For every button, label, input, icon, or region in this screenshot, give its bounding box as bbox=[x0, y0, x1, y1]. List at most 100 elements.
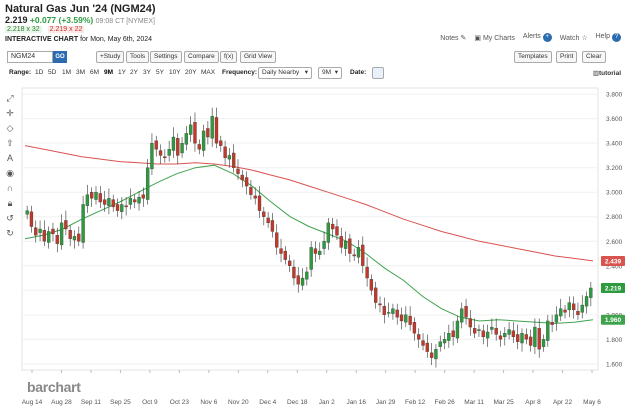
candle bbox=[524, 334, 528, 340]
candle bbox=[498, 335, 503, 340]
period-select[interactable]: 9M ▾ bbox=[318, 67, 342, 79]
candle bbox=[537, 328, 541, 350]
range-max[interactable]: MAX bbox=[201, 69, 216, 76]
candle bbox=[223, 146, 227, 159]
range-6m[interactable]: 6M bbox=[90, 69, 100, 76]
settings-button[interactable]: Settings bbox=[150, 51, 182, 63]
grid-view-button[interactable]: Grid View bbox=[240, 51, 277, 63]
line-tool-icon[interactable]: ⤢ bbox=[6, 93, 14, 103]
candle bbox=[331, 223, 335, 230]
tools-button[interactable]: Tools bbox=[126, 51, 150, 63]
range-5d[interactable]: 5D bbox=[48, 69, 57, 76]
candle bbox=[417, 334, 421, 340]
calendar-icon[interactable] bbox=[372, 67, 384, 79]
x-tick-label: Feb 12 bbox=[405, 399, 426, 406]
x-tick-label: Nov 20 bbox=[228, 399, 249, 406]
symbol-input[interactable]: NGM24 bbox=[7, 51, 53, 63]
candle bbox=[451, 330, 455, 338]
frequency-select[interactable]: Daily Nearby ▾ bbox=[258, 67, 312, 79]
candle bbox=[305, 271, 309, 280]
candle bbox=[51, 228, 55, 235]
range-5y[interactable]: 5Y bbox=[156, 69, 164, 76]
y-tick-label: 1.800 bbox=[606, 337, 623, 344]
fx-button[interactable]: f(x) bbox=[220, 51, 238, 63]
candle bbox=[563, 309, 567, 313]
range-1m[interactable]: 1M bbox=[62, 69, 72, 76]
candle bbox=[576, 310, 580, 315]
candle bbox=[94, 192, 98, 200]
candle bbox=[438, 341, 442, 347]
x-tick-label: Feb 26 bbox=[435, 399, 456, 406]
ask-value: 2.219 x 22 bbox=[47, 26, 85, 33]
chart-label-date: for Mon, May 6th, 2024 bbox=[80, 36, 153, 43]
lock-tool-icon[interactable]: 🔒︎ bbox=[7, 198, 13, 208]
candle bbox=[421, 340, 425, 346]
clear-button[interactable]: Clear bbox=[582, 51, 606, 63]
candle bbox=[38, 228, 42, 233]
range-3y[interactable]: 3Y bbox=[143, 69, 151, 76]
candle bbox=[232, 152, 236, 168]
y-tick-label: 2.400 bbox=[606, 263, 623, 270]
range-9m[interactable]: 9M bbox=[104, 69, 114, 76]
x-tick-label: Aug 14 bbox=[22, 399, 43, 406]
help-link[interactable]: Help? bbox=[596, 33, 621, 42]
candle bbox=[236, 168, 240, 174]
arrow-tool-icon[interactable]: ⇧ bbox=[6, 138, 14, 148]
ma-fast-value-label-bg bbox=[601, 314, 625, 325]
candle bbox=[167, 149, 171, 156]
magnet-tool-icon[interactable]: ∩ bbox=[6, 183, 14, 193]
range-1d[interactable]: 1D bbox=[35, 69, 44, 76]
my-charts-link[interactable]: ▣ My Charts bbox=[474, 34, 515, 42]
notes-link[interactable]: Notes ✎ bbox=[440, 34, 467, 42]
range-10y[interactable]: 10Y bbox=[169, 69, 181, 76]
tutorial-link[interactable]: ▥tutorial bbox=[592, 70, 621, 77]
alerts-link[interactable]: Alerts + bbox=[523, 33, 552, 42]
redo-icon[interactable]: ↻ bbox=[6, 228, 14, 238]
go-button[interactable]: GO bbox=[53, 51, 67, 63]
candle bbox=[374, 287, 378, 303]
range-label: Range: bbox=[9, 69, 32, 76]
x-tick-label: Sep 25 bbox=[110, 399, 131, 406]
templates-button[interactable]: Templates bbox=[514, 51, 552, 63]
candle bbox=[270, 220, 275, 232]
candle bbox=[468, 318, 473, 328]
candle bbox=[356, 247, 361, 258]
candle bbox=[287, 260, 292, 266]
range-20y[interactable]: 20Y bbox=[185, 69, 197, 76]
crosshair-tool-icon[interactable]: ✛ bbox=[6, 108, 14, 118]
y-tick-label: 3.800 bbox=[606, 92, 623, 99]
candle bbox=[145, 167, 150, 200]
shape-tool-icon[interactable]: ◇ bbox=[6, 123, 14, 133]
candle bbox=[120, 204, 124, 212]
range-1y[interactable]: 1Y bbox=[118, 69, 126, 76]
candle bbox=[244, 177, 249, 187]
candle bbox=[343, 241, 348, 249]
x-tick-label: Jan 29 bbox=[376, 399, 396, 406]
chart-toolbar: NGM24 GO +Study Tools Settings Compare f… bbox=[0, 50, 625, 64]
range-3m[interactable]: 3M bbox=[76, 69, 86, 76]
plot-area bbox=[21, 87, 599, 371]
candle bbox=[322, 241, 326, 249]
study-button[interactable]: +Study bbox=[96, 51, 125, 63]
candle bbox=[460, 308, 464, 323]
compare-button[interactable]: Compare bbox=[184, 51, 219, 63]
watch-link[interactable]: Watch ☆ bbox=[559, 34, 588, 42]
chevron-down-icon: ▾ bbox=[304, 69, 308, 76]
candle bbox=[227, 155, 232, 160]
chart-label-title: INTERACTIVE CHART bbox=[5, 36, 79, 43]
text-tool-icon[interactable]: A bbox=[6, 153, 13, 163]
candle bbox=[107, 198, 111, 206]
candle bbox=[541, 339, 546, 347]
range-2y[interactable]: 2Y bbox=[130, 69, 138, 76]
candle bbox=[365, 266, 369, 279]
print-button[interactable]: Print bbox=[556, 51, 578, 63]
bid-value: 2.218 x 32 bbox=[5, 26, 42, 33]
eye-tool-icon[interactable]: ◉ bbox=[6, 168, 14, 178]
candle bbox=[507, 329, 511, 335]
candle bbox=[533, 326, 537, 347]
candle bbox=[550, 322, 554, 325]
undo-icon[interactable]: ↺ bbox=[6, 213, 14, 223]
candle bbox=[300, 277, 305, 286]
candle bbox=[176, 138, 180, 156]
